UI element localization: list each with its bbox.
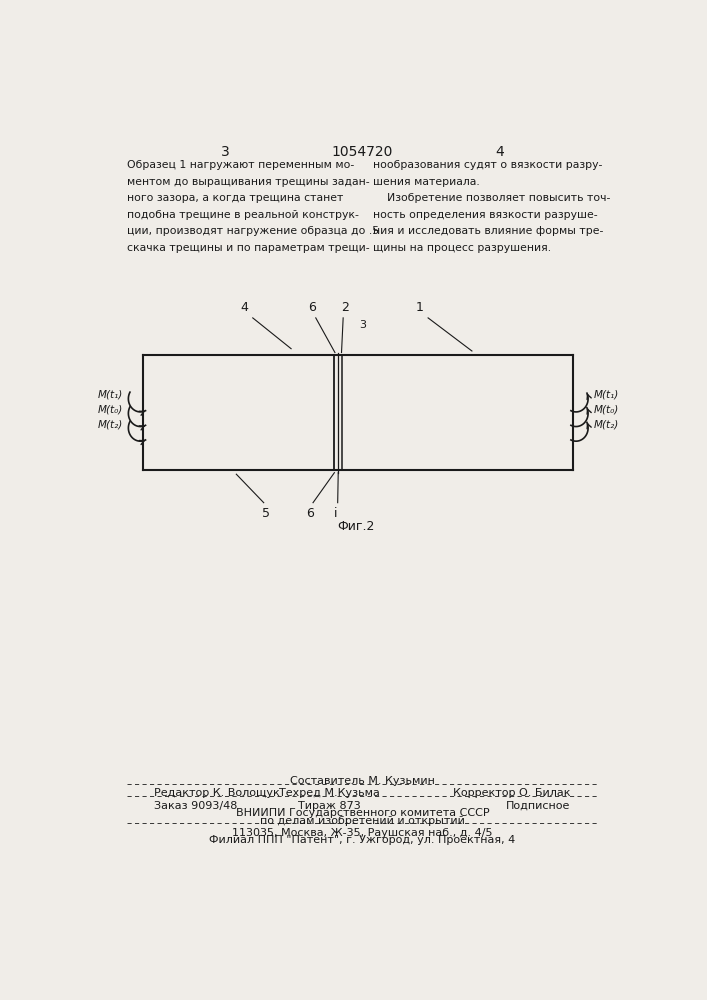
Text: Техред М.Кузьма: Техред М.Кузьма (279, 788, 380, 798)
Text: скачка трещины и по параметрам трещи-: скачка трещины и по параметрам трещи- (127, 243, 369, 253)
Text: 3: 3 (359, 320, 366, 330)
Text: M(t₂): M(t₂) (98, 419, 123, 429)
Text: Изобретение позволяет повысить точ-: Изобретение позволяет повысить точ- (373, 193, 611, 203)
Text: M(t₁): M(t₁) (98, 390, 123, 400)
Text: M(t₁): M(t₁) (594, 390, 619, 400)
Text: 3: 3 (221, 145, 230, 159)
Text: ного зазора, а когда трещина станет: ного зазора, а когда трещина станет (127, 193, 343, 203)
Text: 5: 5 (262, 507, 271, 520)
Text: подобна трещине в реальной конструк-: подобна трещине в реальной конструк- (127, 210, 358, 220)
Text: Образец 1 нагружают переменным мо-: Образец 1 нагружают переменным мо- (127, 160, 354, 170)
Text: нообразования судят о вязкости разру-: нообразования судят о вязкости разру- (373, 160, 602, 170)
Text: щины на процесс разрушения.: щины на процесс разрушения. (373, 243, 551, 253)
Text: M(t₂): M(t₂) (594, 419, 619, 429)
Text: Заказ 9093/48: Заказ 9093/48 (154, 801, 238, 811)
Text: ции, производят нагружение образца до .5: ции, производят нагружение образца до .5 (127, 226, 379, 236)
Text: 2: 2 (341, 301, 349, 314)
Text: по делам изобретений и открытий: по делам изобретений и открытий (260, 816, 464, 826)
Text: 4: 4 (240, 301, 248, 314)
Text: 4: 4 (495, 145, 503, 159)
Text: 1054720: 1054720 (332, 145, 393, 159)
Text: M(t₀): M(t₀) (594, 405, 619, 415)
Text: M(t₀): M(t₀) (98, 405, 123, 415)
Text: Составитель М. Кузьмин: Составитель М. Кузьмин (290, 776, 435, 786)
Text: Филиал ППП "Патент", г. Ужгород, ул. Проектная, 4: Филиал ППП "Патент", г. Ужгород, ул. Про… (209, 835, 515, 845)
Text: ВНИИПИ Государственного комитета СССР: ВНИИПИ Государственного комитета СССР (235, 808, 489, 818)
Text: i: i (334, 507, 338, 520)
Text: Подписное: Подписное (506, 801, 571, 811)
Text: ность определения вязкости разруше-: ность определения вязкости разруше- (373, 210, 598, 220)
Text: Редактор К. Волощук: Редактор К. Волощук (154, 788, 280, 798)
Text: ния и исследовать влияние формы тре-: ния и исследовать влияние формы тре- (373, 226, 604, 236)
Text: шения материала.: шения материала. (373, 177, 480, 187)
Text: 113035, Москва, Ж-35, Раушская наб., д. 4/5: 113035, Москва, Ж-35, Раушская наб., д. … (232, 828, 493, 838)
Text: 6: 6 (308, 301, 316, 314)
Text: Корректор О. Билак: Корректор О. Билак (453, 788, 571, 798)
Text: Тираж 873: Тираж 873 (298, 801, 361, 811)
Text: ментом до выращивания трещины задан-: ментом до выращивания трещины задан- (127, 177, 369, 187)
Text: 1: 1 (416, 301, 423, 314)
Text: 6: 6 (306, 507, 314, 520)
Text: Фиг.2: Фиг.2 (338, 520, 375, 533)
